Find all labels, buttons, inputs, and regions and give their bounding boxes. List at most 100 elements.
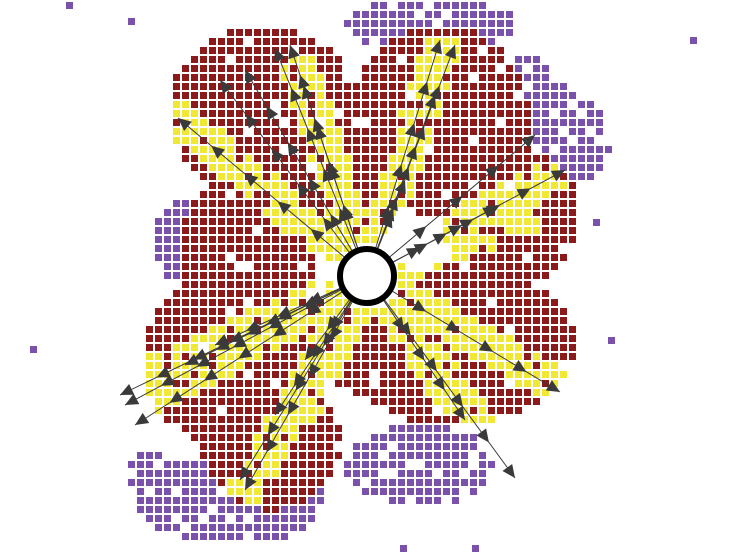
red-cell [146,344,153,351]
yellow-cell [272,308,279,315]
red-cell [254,254,261,261]
red-cell [236,155,243,162]
red-cell [533,245,540,252]
yellow-cell [488,326,495,333]
red-cell [416,119,423,126]
red-cell [416,191,423,198]
red-cell [506,236,513,243]
red-cell [461,38,468,45]
purple-cell [434,461,441,468]
red-cell [443,155,450,162]
red-cell [434,191,441,198]
yellow-cell [335,335,342,342]
yellow-cell [263,416,270,423]
purple-cell [560,83,567,90]
purple-cell [425,461,432,468]
red-cell [308,254,315,261]
yellow-cell [497,218,504,225]
purple-cell [155,497,162,504]
purple-cell [416,479,423,486]
yellow-cell [272,191,279,198]
red-cell [524,263,531,270]
red-cell [407,74,414,81]
purple-cell [497,20,504,27]
yellow-cell [344,227,351,234]
red-cell [290,245,297,252]
red-cell [308,452,315,459]
yellow-cell [155,380,162,387]
purple-cell [200,479,207,486]
arrow-head [246,320,261,331]
purple-cell [155,524,162,531]
red-cell [542,317,549,324]
red-cell [272,254,279,261]
purple-cell [200,470,207,477]
red-cell [407,29,414,36]
red-cell [497,290,504,297]
purple-cell [587,173,594,180]
purple-cell [371,470,378,477]
red-cell [344,128,351,135]
yellow-cell [200,371,207,378]
purple-cell [470,20,477,27]
red-cell [272,488,279,495]
red-cell [506,119,513,126]
yellow-cell [290,227,297,234]
red-cell [434,272,441,279]
red-cell [326,470,333,477]
purple-cell [542,128,549,135]
red-cell [434,416,441,423]
yellow-cell [344,326,351,333]
yellow-cell [290,371,297,378]
red-cell [200,218,207,225]
purple-cell [389,497,396,504]
red-cell [380,389,387,396]
red-cell [389,353,396,360]
red-cell [434,281,441,288]
purple-cell [137,506,144,513]
yellow-cell [380,200,387,207]
red-cell [362,218,369,225]
yellow-cell [335,155,342,162]
red-cell [569,182,576,189]
red-cell [245,110,252,117]
red-cell [236,443,243,450]
red-cell [425,416,432,423]
yellow-cell [164,398,171,405]
red-cell [254,128,261,135]
red-cell [488,290,495,297]
yellow-cell [317,227,324,234]
red-cell [209,56,216,63]
red-cell [236,101,243,108]
purple-cell [533,128,540,135]
purple-cell [245,524,252,531]
red-cell [443,119,450,126]
red-cell [524,173,531,180]
purple-cell [461,434,468,441]
red-cell [290,137,297,144]
yellow-cell [326,227,333,234]
red-cell [281,479,288,486]
yellow-cell [272,299,279,306]
red-cell [326,425,333,432]
red-cell [209,227,216,234]
red-cell [308,488,315,495]
yellow-cell [470,218,477,225]
red-cell [200,92,207,99]
purple-cell [380,20,387,27]
purple-cell [587,146,594,153]
red-cell [389,362,396,369]
red-cell [227,398,234,405]
yellow-cell [254,434,261,441]
red-cell [488,65,495,72]
red-cell [497,281,504,288]
red-cell [479,173,486,180]
yellow-cell [218,371,225,378]
yellow-cell [191,137,198,144]
purple-cell [173,200,180,207]
red-cell [308,479,315,486]
purple-cell [308,497,315,504]
red-cell [290,362,297,369]
red-cell [497,272,504,279]
red-cell [407,65,414,72]
